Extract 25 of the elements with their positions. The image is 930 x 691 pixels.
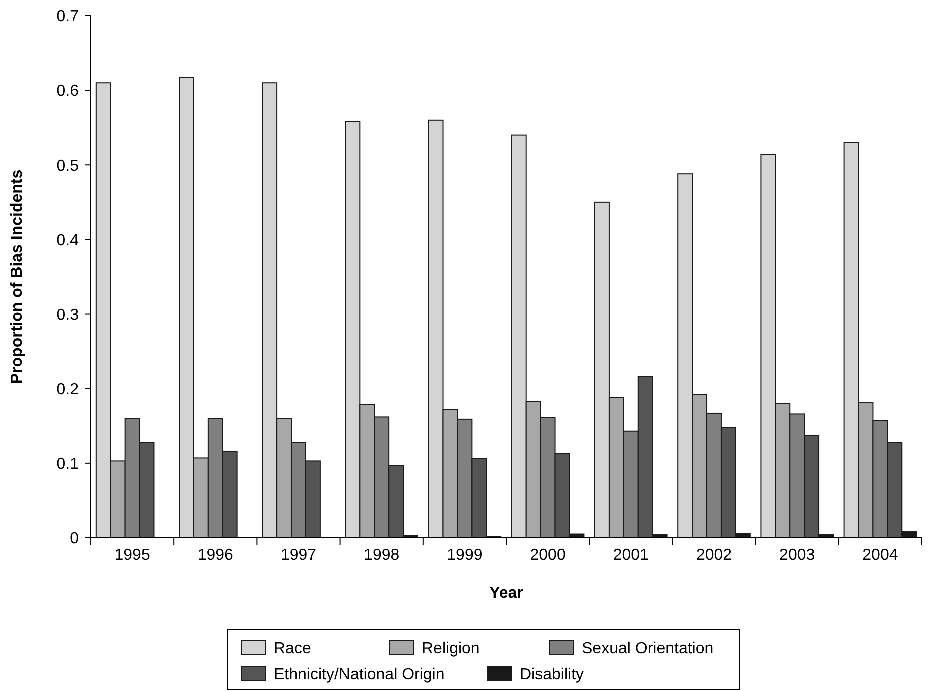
legend-label: Sexual Orientation [582,640,714,658]
x-tick-label: 1997 [280,547,317,564]
y-tick-label: 0.5 [56,158,80,175]
y-tick-label: 0.2 [56,381,80,398]
x-tick-label: 1999 [447,547,483,564]
y-tick-label: 0.4 [56,232,80,250]
x-tick-label: 2000 [530,547,566,564]
y-tick-label: 0 [70,530,80,548]
legend-label: Religion [422,640,480,658]
legend-label: Ethnicity/National Origin [274,666,445,684]
x-tick-label: 1996 [198,547,234,564]
x-axis-title: Year [490,585,524,602]
x-tick-label: 1995 [114,547,150,564]
x-tick-label: 2001 [613,547,650,564]
x-tick-label: 1998 [364,547,400,564]
y-tick-label: 0.1 [56,456,80,474]
legend-label: Disability [520,666,584,684]
x-tick-label: 2004 [862,547,898,564]
legend-label: Race [274,640,312,658]
y-tick-label: 0.3 [56,306,80,324]
x-tick-label: 2003 [780,547,816,564]
x-tick-label: 2002 [696,547,732,564]
y-axis-title: Proportion of Bias Incidents [9,170,26,384]
y-tick-label: 0.6 [56,83,80,100]
y-tick-label: 0.7 [56,8,80,26]
